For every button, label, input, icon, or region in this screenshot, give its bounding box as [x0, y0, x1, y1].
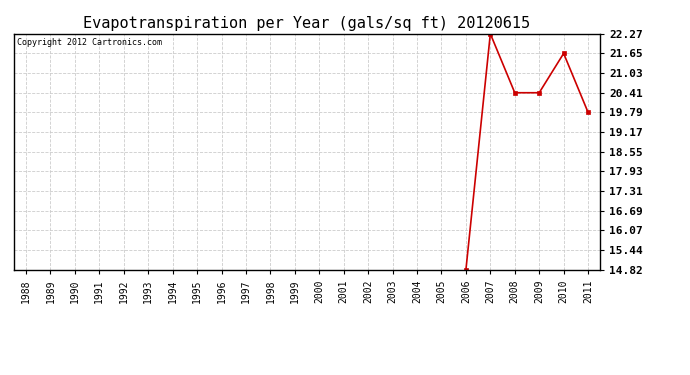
- Text: Copyright 2012 Cartronics.com: Copyright 2012 Cartronics.com: [17, 39, 161, 48]
- Title: Evapotranspiration per Year (gals/sq ft) 20120615: Evapotranspiration per Year (gals/sq ft)…: [83, 16, 531, 31]
